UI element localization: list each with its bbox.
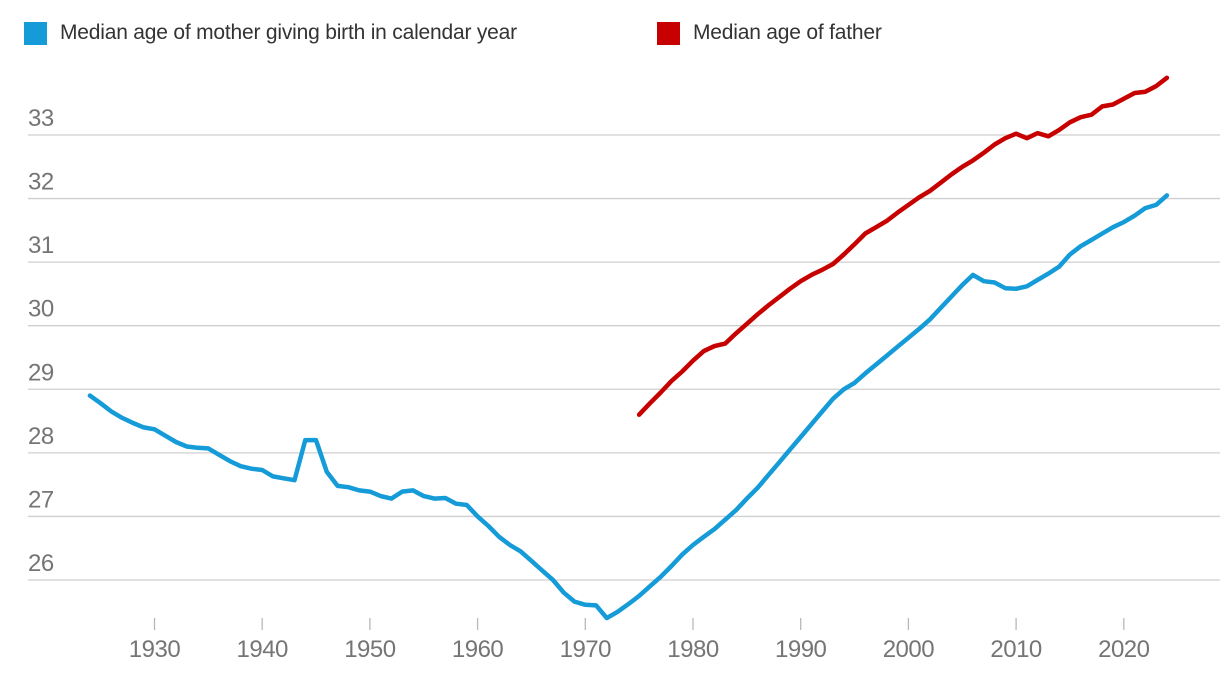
legend-swatch-mother-icon: [24, 21, 47, 45]
x-axis-tick-label: 1940: [237, 636, 289, 663]
legend-label-mother: Median age of mother giving birth in cal…: [60, 21, 517, 44]
x-axis-tick-label: 2010: [990, 636, 1042, 663]
x-axis-tick-label: 1970: [560, 636, 612, 663]
x-axis-tick-label: 1960: [452, 636, 504, 663]
series-line-father: [636, 75, 1170, 417]
x-axis-tick-label: 2020: [1098, 636, 1150, 663]
y-axis-tick-label: 28: [28, 423, 54, 450]
x-axis-tick-label: 1950: [344, 636, 396, 663]
legend-item-mother: Median age of mother giving birth in cal…: [24, 21, 517, 45]
legend-item-father: Median age of father: [657, 21, 882, 45]
legend-swatch-father-icon: [657, 21, 680, 45]
legend-label-father: Median age of father: [693, 21, 882, 44]
x-axis-tick-label: 1980: [667, 636, 719, 663]
y-axis-tick-label: 26: [28, 550, 54, 577]
y-axis-tick-label: 30: [28, 296, 54, 323]
y-axis-tick-label: 32: [28, 169, 54, 196]
series-line-mother: [87, 193, 1170, 621]
x-axis-tick-label: 2000: [883, 636, 935, 663]
y-axis-tick-label: 27: [28, 486, 54, 513]
chart-legend: Median age of mother giving birth in cal…: [0, 0, 1220, 56]
y-axis-tick-label: 29: [28, 359, 54, 386]
y-axis-tick-label: 31: [28, 232, 54, 259]
x-axis-tick-label: 1930: [129, 636, 181, 663]
y-axis-tick-label: 33: [28, 105, 54, 132]
x-axis-tick-label: 1990: [775, 636, 827, 663]
